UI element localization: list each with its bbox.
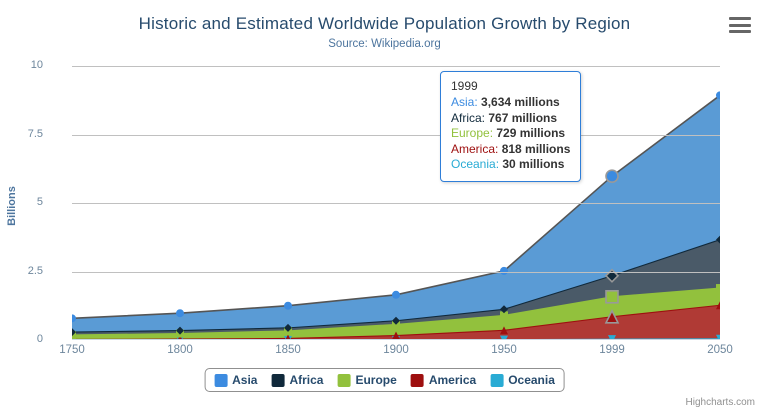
page-title: Historic and Estimated Worldwide Populat… (138, 14, 631, 33)
area-asia (72, 95, 720, 340)
legend-item-america[interactable]: America (410, 373, 477, 387)
chart-subtitle: Source: Wikipedia.org (328, 38, 441, 50)
legend-swatch (214, 373, 228, 387)
tooltip-series-value: 3,634 millions (481, 95, 560, 109)
legend: Asia Africa Europe America Oceania (204, 368, 565, 392)
tooltip-rows: Asia: 3,634 millions Africa: 767 millions… (451, 95, 570, 173)
data-point-marker (716, 284, 720, 293)
x-axis-tick-label: 1850 (275, 344, 301, 356)
area-america (72, 305, 720, 340)
tooltip-series-name: Oceania: (451, 157, 503, 171)
x-axis-tick-label: 1950 (491, 344, 517, 356)
data-point-marker (285, 334, 291, 340)
y-axis-tick-label: 5 (36, 196, 43, 208)
gridline (72, 134, 720, 136)
data-point-marker (176, 326, 184, 335)
data-point-marker (284, 301, 292, 310)
legend-item-europe[interactable]: Europe (337, 373, 397, 387)
legend-item-oceania[interactable]: Oceania (490, 373, 555, 387)
legend-item-asia[interactable]: Asia (214, 373, 257, 387)
data-point-marker (604, 268, 620, 283)
data-point-marker (500, 335, 508, 340)
data-point-marker (716, 235, 720, 244)
legend-label: Africa (289, 373, 324, 387)
tooltip-row: Africa: 767 millions (451, 111, 570, 127)
tooltip-row: Asia: 3,634 millions (451, 95, 570, 111)
tooltip-series-name: Europe: (451, 126, 497, 140)
data-point-marker (72, 330, 76, 339)
gridline (72, 271, 720, 273)
legend-label: America (428, 373, 477, 387)
data-point-marker (500, 311, 508, 320)
tooltip-row: Europe: 729 millions (451, 126, 570, 142)
tooltip-series-name: Asia: (451, 95, 482, 109)
y-axis-tick-label: 0 (36, 333, 43, 345)
tooltip-series-value: 818 millions (501, 141, 571, 156)
data-point-marker (716, 91, 720, 100)
tooltip-series-value: 767 millions (488, 110, 558, 125)
data-point-marker (392, 290, 400, 299)
legend-swatch (410, 373, 424, 387)
tooltip: 1999 Asia: 3,634 millions Africa: 767 mil… (440, 71, 582, 182)
x-axis-tick-label: 1750 (59, 344, 85, 356)
x-axis-tick-label: 2050 (707, 344, 733, 356)
hamburger-icon[interactable] (729, 17, 751, 35)
x-axis-tick-label: 1800 (167, 344, 193, 356)
tooltip-row: America: 818 millions (451, 142, 570, 158)
data-point-marker (500, 266, 508, 275)
data-point-marker (716, 334, 720, 340)
data-point-marker (177, 335, 183, 340)
plot-area (72, 66, 720, 340)
data-point-marker (608, 335, 616, 340)
x-axis-tick-label: 1900 (383, 344, 409, 356)
y-axis-tick-label: 7.5 (27, 127, 43, 140)
legend-swatch (337, 373, 351, 387)
data-point-marker (500, 326, 508, 335)
data-point-marker (605, 169, 619, 184)
x-axis-line (72, 339, 720, 340)
data-point-marker (392, 316, 400, 325)
tooltip-series-value: 729 millions (496, 126, 566, 140)
data-point-marker (72, 328, 76, 337)
data-point-marker (716, 301, 720, 310)
credits-link[interactable]: Highcharts.com (685, 397, 755, 408)
legend-swatch (490, 373, 504, 387)
tooltip-series-name: America: (451, 141, 502, 156)
legend-swatch (271, 373, 285, 387)
legend-label: Europe (355, 373, 397, 387)
y-axis-tick-label: 2.5 (27, 264, 43, 277)
gridline (72, 66, 720, 67)
legend-label: Oceania (508, 373, 555, 387)
data-point-marker (72, 314, 76, 323)
tooltip-header: 1999 (451, 79, 478, 93)
data-point-marker (392, 331, 400, 340)
legend-label: Asia (232, 373, 258, 387)
data-point-marker (284, 323, 292, 332)
data-point-marker (500, 305, 508, 314)
gridline (72, 203, 720, 204)
data-point-marker (604, 308, 620, 324)
x-axis-tick-label: 1999 (599, 344, 625, 356)
tooltip-series-name: Africa: (451, 110, 489, 125)
legend-item-africa[interactable]: Africa (271, 373, 323, 387)
y-axis-tick-label: 10 (30, 59, 43, 71)
data-point-marker (605, 289, 619, 304)
tooltip-series-value: 30 millions (502, 157, 565, 171)
tooltip-row: Oceania: 30 millions (451, 157, 570, 173)
data-point-marker (176, 309, 184, 318)
